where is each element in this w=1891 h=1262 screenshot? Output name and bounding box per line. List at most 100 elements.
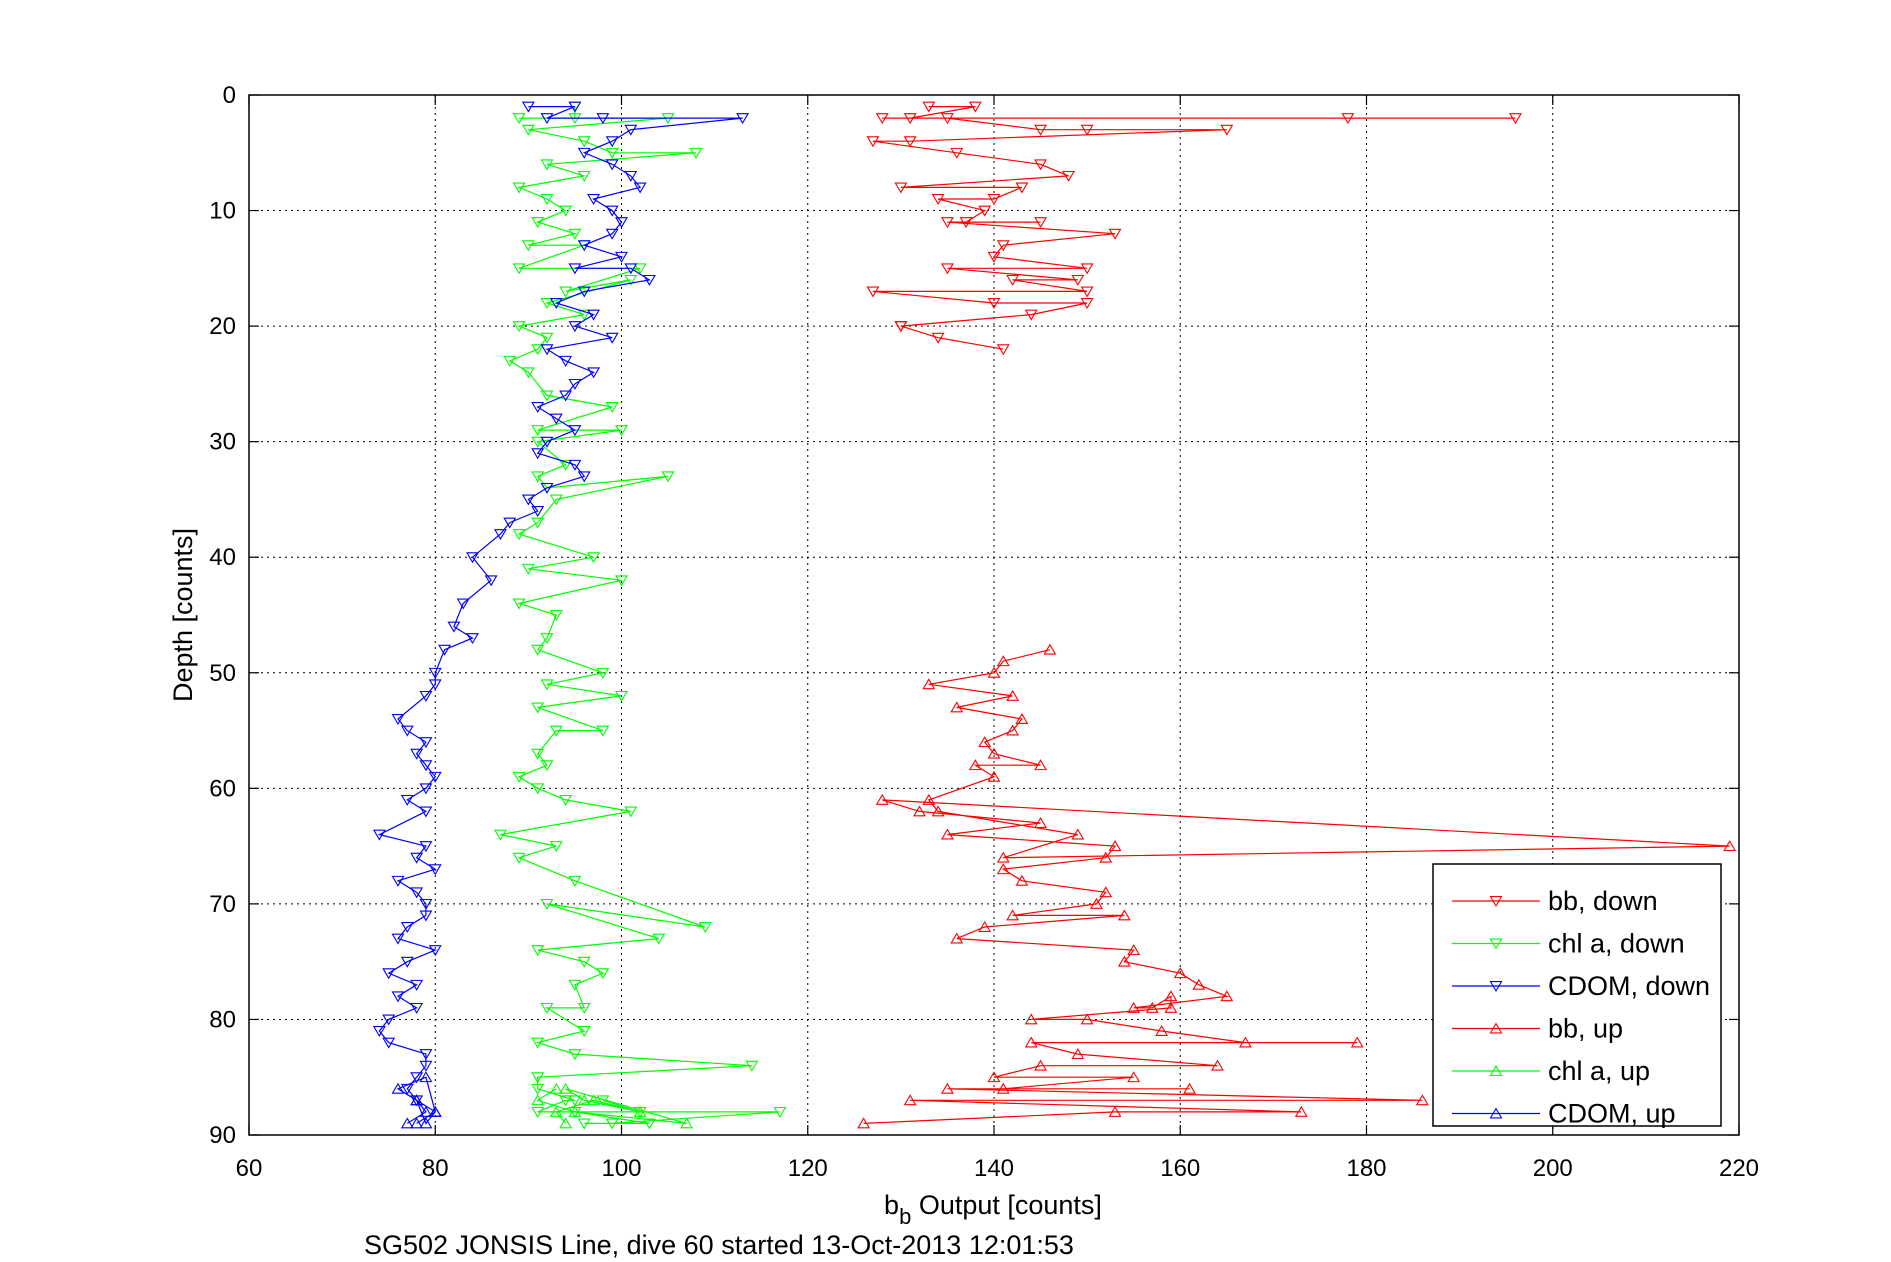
- data-point-bb-down: [1509, 113, 1522, 125]
- data-point-cdom-down: [438, 644, 452, 656]
- data-point-chl-a-down: [493, 829, 507, 841]
- data-point-cdom-down: [466, 633, 479, 645]
- series-line-cdom-up: [396, 1076, 437, 1125]
- data-point-cdom-down: [484, 575, 498, 587]
- data-point-cdom-down: [531, 402, 545, 414]
- x-tick-label: 140: [974, 1155, 1014, 1182]
- data-point-chl-a-down: [549, 841, 563, 853]
- data-point-cdom-down: [428, 667, 442, 679]
- data-point-bb-up: [950, 701, 964, 713]
- data-point-chl-a-down: [531, 1072, 545, 1084]
- data-point-cdom-down: [410, 1072, 424, 1084]
- data-point-bb-down: [1034, 124, 1048, 136]
- data-point-bb-up: [1015, 712, 1029, 724]
- data-point-bb-up: [1024, 1013, 1038, 1025]
- y-tick-label: 0: [223, 82, 236, 109]
- data-point-cdom-down: [624, 263, 638, 275]
- data-point-chl-a-down: [512, 321, 526, 333]
- data-point-bb-down: [1006, 274, 1020, 286]
- data-point-bb-up: [1015, 874, 1029, 886]
- y-tick-label: 10: [209, 198, 236, 225]
- series-chl-a-up: [531, 1082, 694, 1129]
- data-point-chl-a-down: [549, 494, 563, 506]
- data-point-bb-down: [1034, 217, 1048, 229]
- data-point-cdom-down: [540, 344, 554, 356]
- data-point-cdom-down: [605, 228, 619, 240]
- data-point-chl-a-down: [568, 228, 582, 240]
- data-point-bb-down: [894, 182, 908, 194]
- data-point-chl-a-down: [531, 436, 545, 448]
- x-axis-label-subscript: b: [899, 1204, 911, 1229]
- data-point-bb-up: [1006, 724, 1020, 736]
- x-tick-labels: 60 80 100 120 140 160 180 200 220: [236, 1155, 1759, 1182]
- data-point-bb-down: [996, 344, 1010, 356]
- data-point-bb-up: [987, 747, 1001, 759]
- data-point-bb-up: [1294, 1105, 1308, 1117]
- data-point-bb-down: [894, 321, 908, 333]
- data-point-bb-up: [1080, 1013, 1094, 1025]
- series-line-bb-down: [872, 105, 1516, 350]
- data-point-chl-a-down: [568, 1049, 582, 1061]
- data-point-chl-a-down: [512, 852, 526, 864]
- data-point-bb-down: [987, 251, 1001, 263]
- data-point-bb-up: [922, 678, 936, 690]
- data-point-cdom-down: [531, 506, 545, 518]
- data-point-chl-a-down: [559, 794, 573, 806]
- data-point-bb-down: [931, 194, 945, 206]
- data-point-chl-a-down: [531, 1083, 545, 1095]
- data-point-bb-down: [1080, 286, 1094, 298]
- data-point-chl-a-down: [605, 1118, 619, 1130]
- data-point-cdom-down: [428, 771, 442, 783]
- data-point-chl-a-down: [549, 725, 563, 737]
- data-point-cdom-down: [587, 194, 601, 206]
- data-point-bb-up: [1071, 828, 1085, 840]
- data-point-chl-a-down: [512, 182, 526, 194]
- data-point-chl-a-down: [661, 471, 675, 483]
- data-point-bb-down: [968, 101, 982, 113]
- data-point-cdom-down: [568, 425, 582, 437]
- legend-marker: [1489, 938, 1503, 950]
- data-point-chl-a-down: [531, 344, 545, 356]
- y-tick-label: 40: [209, 544, 236, 571]
- series-cdom-down: [372, 101, 750, 1107]
- data-point-cdom-down: [419, 1049, 433, 1061]
- legend: bb, down chl a, down CDOM, down bb, up chl a…: [1432, 863, 1722, 1129]
- data-point-chl-a-down: [577, 1026, 591, 1038]
- data-point-bb-up: [1071, 1048, 1085, 1060]
- data-point-cdom-up: [400, 1117, 414, 1129]
- y-axis-label: Depth [counts]: [168, 528, 198, 702]
- legend-entry-bb-up: bb, up: [1452, 1014, 1623, 1044]
- data-point-cdom-down: [391, 933, 405, 945]
- legend-marker: [1489, 981, 1503, 993]
- data-point-bb-up: [903, 1094, 917, 1106]
- data-point-cdom-up: [410, 1094, 424, 1106]
- data-point-cdom-down: [540, 113, 554, 125]
- data-point-chl-a-down: [568, 875, 582, 887]
- data-point-cdom-down: [568, 378, 582, 390]
- data-point-cdom-down: [577, 286, 591, 298]
- data-point-chl-a-down: [540, 633, 554, 645]
- data-point-bb-up: [1155, 1024, 1169, 1036]
- data-point-bb-up: [931, 805, 945, 817]
- data-point-cdom-down: [605, 159, 619, 171]
- data-point-cdom-down: [400, 725, 414, 737]
- data-point-cdom-down: [568, 263, 582, 275]
- data-point-chl-a-down: [605, 147, 619, 159]
- data-point-bb-down: [931, 332, 945, 344]
- data-point-bb-up: [1220, 990, 1234, 1002]
- data-point-cdom-down: [568, 101, 582, 113]
- data-point-bb-up: [1117, 909, 1131, 921]
- data-point-bb-down: [1024, 309, 1038, 321]
- data-point-cdom-down: [549, 298, 563, 310]
- figure-caption: SG502 JONSIS Line, dive 60 started 13-Oc…: [364, 1230, 1074, 1260]
- data-point-bb-up: [1164, 990, 1178, 1002]
- legend-label-bb-up: bb, up: [1548, 1014, 1623, 1044]
- data-point-chl-a-down: [531, 1106, 545, 1118]
- data-point-cdom-up: [428, 1105, 442, 1117]
- data-point-chl-a-down: [587, 552, 601, 564]
- data-point-chl-a-down: [615, 690, 628, 702]
- legend-entry-chl-a-up: chl a, up: [1452, 1056, 1650, 1086]
- data-point-bb-up: [1145, 1001, 1159, 1013]
- data-point-bb-up: [1099, 886, 1113, 898]
- data-point-bb-up: [1034, 816, 1048, 828]
